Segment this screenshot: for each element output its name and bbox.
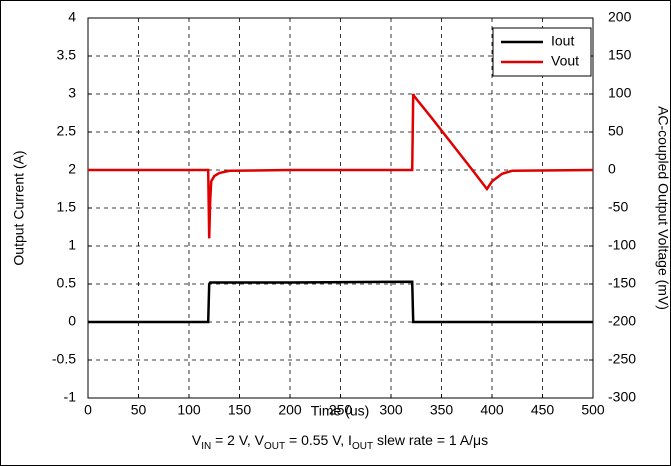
y2-tick-label: -300 [608,389,636,405]
x-tick-label: 100 [177,402,201,418]
y2-tick-label: -250 [608,351,636,367]
y2-tick-label: 0 [608,161,616,177]
x-tick-label: 450 [531,402,555,418]
legend-label: Vout [551,53,579,69]
legend-box [492,27,592,77]
y-axis-label: Output Current (A) [11,150,27,265]
caption-part: = 0.55 V, I [285,432,352,448]
x-tick-label: 350 [430,402,454,418]
y2-tick-label: -150 [608,275,636,291]
y-tick-label: 0 [68,313,76,329]
caption-part: slew rate = 1 A/μs [373,432,488,448]
caption-part: V [192,432,202,448]
series-line [88,93,594,239]
y2-tick-label: -100 [608,237,636,253]
y2-tick-label: 150 [608,47,632,63]
y-tick-label: 1.5 [57,199,77,215]
y-tick-label: 2.5 [57,123,77,139]
y-tick-label: -0.5 [52,351,76,367]
y-tick-label: 1 [68,237,76,253]
legend-label: Iout [551,33,574,49]
y-tick-label: 3.5 [57,47,77,63]
x-axis-label: Time (us) [311,403,370,419]
y2-tick-label: -50 [608,199,628,215]
y2-tick-label: 200 [608,9,632,25]
x-tick-label: 250 [329,402,353,418]
y-tick-label: 3 [68,85,76,101]
y2-tick-label: 50 [608,123,624,139]
plot-frame [87,17,594,399]
x-tick-label: 200 [278,402,302,418]
x-tick-label: 400 [480,402,504,418]
x-tick-label: 300 [379,402,403,418]
x-tick-label: 50 [131,402,147,418]
y2-axis-label: AC-coupled Output Voltage (mV) [655,106,671,310]
y-tick-label: 0.5 [57,275,77,291]
y2-tick-label: -200 [608,313,636,329]
y-tick-label: 4 [68,9,76,25]
caption: VIN = 2 V, VOUT = 0.55 V, IOUT slew rate… [192,432,488,452]
caption-part: OUT [264,441,285,452]
caption-part: OUT [352,441,373,452]
x-tick-label: 150 [228,402,252,418]
x-tick-label: 0 [84,402,92,418]
x-tick-label: 500 [581,402,605,418]
y-tick-label: 2 [68,161,76,177]
series-line [88,280,593,324]
y-tick-label: -1 [64,389,77,405]
caption-part: IN [201,441,211,452]
y2-tick-label: 100 [608,85,632,101]
caption-part: = 2 V, V [211,432,264,448]
